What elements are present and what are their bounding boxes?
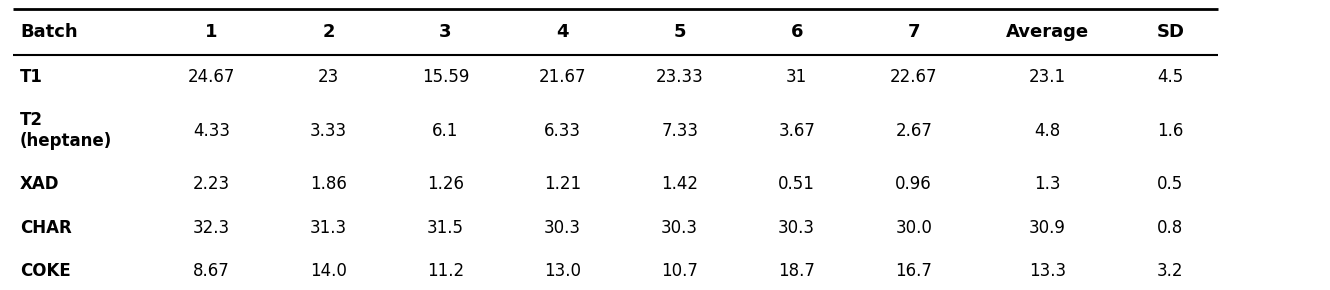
- Text: 30.3: 30.3: [544, 219, 581, 237]
- Text: 2.67: 2.67: [895, 122, 932, 139]
- Text: T2
(heptane): T2 (heptane): [20, 111, 112, 150]
- Text: 1.42: 1.42: [661, 175, 698, 193]
- Text: 32.3: 32.3: [193, 219, 230, 237]
- Text: 0.8: 0.8: [1157, 219, 1184, 237]
- Text: 10.7: 10.7: [661, 262, 698, 280]
- Text: COKE: COKE: [20, 262, 70, 280]
- Text: 3.2: 3.2: [1157, 262, 1184, 280]
- Text: 4.8: 4.8: [1035, 122, 1060, 139]
- Text: 4.33: 4.33: [193, 122, 230, 139]
- Text: 15.59: 15.59: [422, 68, 469, 86]
- Text: 30.3: 30.3: [778, 219, 815, 237]
- Text: 31: 31: [786, 68, 807, 86]
- Text: 22.67: 22.67: [890, 68, 938, 86]
- Text: 14.0: 14.0: [310, 262, 347, 280]
- Text: 7: 7: [907, 23, 920, 41]
- Text: 16.7: 16.7: [895, 262, 932, 280]
- Text: 2.23: 2.23: [193, 175, 230, 193]
- Text: Batch: Batch: [20, 23, 77, 41]
- Text: 2: 2: [322, 23, 335, 41]
- Text: 6.33: 6.33: [544, 122, 581, 139]
- Text: 18.7: 18.7: [778, 262, 815, 280]
- Text: 30.3: 30.3: [661, 219, 698, 237]
- Text: 1.26: 1.26: [427, 175, 464, 193]
- Text: 5: 5: [673, 23, 686, 41]
- Text: 1.3: 1.3: [1035, 175, 1060, 193]
- Text: 3: 3: [439, 23, 452, 41]
- Text: 23: 23: [318, 68, 339, 86]
- Text: 13.3: 13.3: [1029, 262, 1065, 280]
- Text: 1: 1: [205, 23, 218, 41]
- Text: 6: 6: [790, 23, 803, 41]
- Text: 21.67: 21.67: [539, 68, 587, 86]
- Text: 31.3: 31.3: [310, 219, 347, 237]
- Text: 11.2: 11.2: [427, 262, 464, 280]
- Text: 0.96: 0.96: [895, 175, 932, 193]
- Text: 1.6: 1.6: [1157, 122, 1184, 139]
- Text: T1: T1: [20, 68, 43, 86]
- Text: Average: Average: [1005, 23, 1089, 41]
- Text: CHAR: CHAR: [20, 219, 72, 237]
- Text: 4.5: 4.5: [1157, 68, 1184, 86]
- Text: 1.21: 1.21: [544, 175, 581, 193]
- Text: 3.67: 3.67: [778, 122, 815, 139]
- Text: 31.5: 31.5: [427, 219, 464, 237]
- Text: 23.33: 23.33: [656, 68, 704, 86]
- Text: 13.0: 13.0: [544, 262, 581, 280]
- Text: 8.67: 8.67: [193, 262, 230, 280]
- Text: 0.51: 0.51: [778, 175, 815, 193]
- Text: 24.67: 24.67: [188, 68, 235, 86]
- Text: 4: 4: [556, 23, 569, 41]
- Text: 0.5: 0.5: [1157, 175, 1184, 193]
- Text: XAD: XAD: [20, 175, 60, 193]
- Text: 23.1: 23.1: [1029, 68, 1065, 86]
- Text: 30.9: 30.9: [1029, 219, 1065, 237]
- Text: 7.33: 7.33: [661, 122, 698, 139]
- Text: 1.86: 1.86: [310, 175, 347, 193]
- Text: SD: SD: [1156, 23, 1185, 41]
- Text: 30.0: 30.0: [895, 219, 932, 237]
- Text: 6.1: 6.1: [432, 122, 459, 139]
- Text: 3.33: 3.33: [310, 122, 347, 139]
